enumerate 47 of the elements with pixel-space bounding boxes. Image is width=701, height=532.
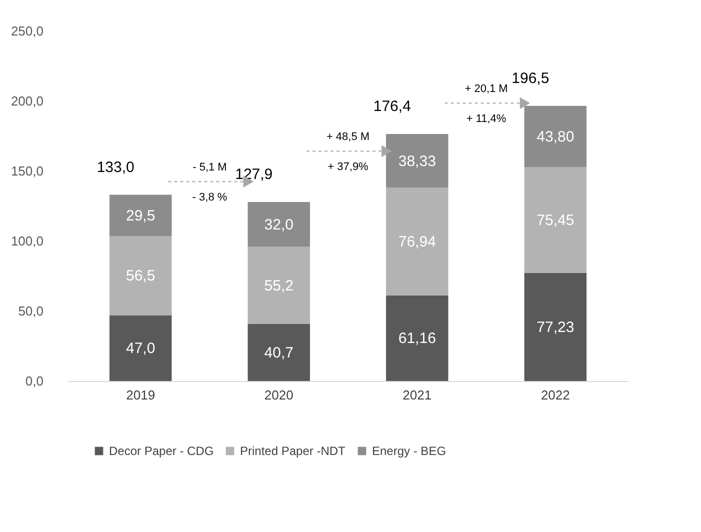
bar <box>248 202 310 247</box>
bar <box>386 188 448 296</box>
bar <box>248 246 310 324</box>
data-label: 61,16 <box>398 330 436 348</box>
data-label: 29,5 <box>126 207 156 224</box>
data-label: 77,23 <box>536 318 574 336</box>
y-tick-label: 50,0 <box>18 304 44 318</box>
data-label: 75,45 <box>536 212 574 230</box>
bar <box>386 134 448 188</box>
data-label: 55,2 <box>264 277 294 294</box>
x-tick-label: 2022 <box>540 388 570 402</box>
legend-label: Decor Paper - CDG <box>109 444 214 458</box>
bar <box>109 194 172 236</box>
data-label: 38,33 <box>398 152 436 170</box>
annotation: + 37,9% <box>328 161 369 174</box>
y-tick-label: 0,0 <box>25 374 44 388</box>
y-tick-label: 150,0 <box>10 164 44 178</box>
bar <box>524 106 587 168</box>
annotation: + 48,5 M <box>326 131 370 144</box>
bar <box>109 315 172 381</box>
annotation: - 3,8 % <box>192 192 228 204</box>
x-tick-label: 2020 <box>264 388 294 402</box>
total-label: 127,9 <box>235 166 273 183</box>
bar <box>524 167 587 273</box>
data-label: 76,94 <box>398 234 436 251</box>
total-label: 176,4 <box>373 98 411 115</box>
x-tick-label: 2019 <box>126 388 156 402</box>
legend-label: Energy - BEG <box>372 444 446 458</box>
bar <box>386 295 448 381</box>
bar <box>248 324 310 381</box>
legend-label: Printed Paper -NDT <box>240 444 346 458</box>
y-tick-label: 250,0 <box>10 24 44 38</box>
data-label: 40,7 <box>264 344 294 362</box>
annotation: - 5,1 M <box>192 162 227 174</box>
data-label: 32,0 <box>264 216 294 234</box>
annotation: + 20,1 M <box>464 83 508 96</box>
data-label: 47,0 <box>126 340 156 358</box>
y-tick-label: 200,0 <box>10 94 44 108</box>
y-tick-label: 100,0 <box>10 234 44 248</box>
data-label: 56,5 <box>126 268 156 285</box>
data-label: 43,80 <box>536 128 574 146</box>
total-label: 196,5 <box>512 70 550 87</box>
annotation: + 11,4% <box>466 113 506 126</box>
bar <box>109 236 172 316</box>
total-label: 133,0 <box>96 158 134 176</box>
x-tick-label: 2021 <box>402 388 432 402</box>
bar <box>524 272 587 381</box>
